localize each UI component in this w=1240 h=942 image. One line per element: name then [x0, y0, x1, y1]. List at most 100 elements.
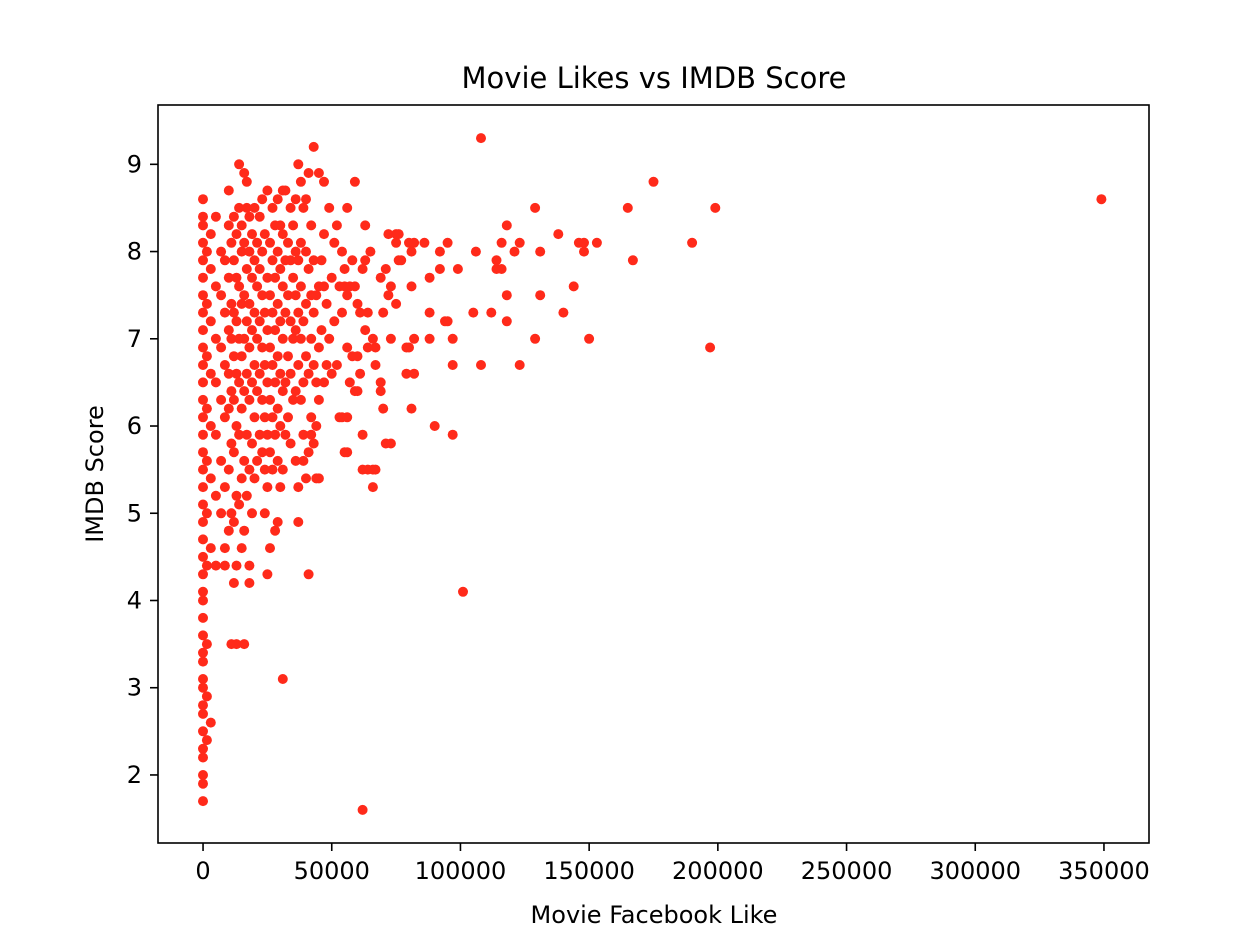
data-point: [198, 290, 208, 301]
data-point: [254, 368, 265, 379]
data-point: [247, 272, 257, 283]
data-point: [259, 307, 270, 318]
data-point: [270, 429, 281, 440]
data-point: [223, 368, 234, 379]
data-point: [259, 464, 270, 475]
x-tick-label: 250000: [801, 857, 893, 885]
data-point: [223, 220, 234, 231]
data-point: [447, 333, 458, 344]
data-point: [254, 264, 265, 274]
data-point: [247, 508, 257, 519]
data-point: [236, 403, 247, 414]
data-point: [362, 307, 373, 318]
data-point: [231, 560, 242, 571]
data-point: [496, 264, 507, 274]
data-point: [249, 412, 260, 423]
data-point: [265, 394, 275, 405]
data-point: [270, 272, 281, 283]
data-point: [244, 464, 255, 475]
data-point: [198, 586, 208, 597]
data-point: [434, 246, 445, 257]
data-point: [303, 569, 314, 580]
data-point: [267, 202, 278, 213]
data-point: [404, 342, 414, 353]
data-point: [223, 325, 234, 336]
data-point: [295, 394, 306, 405]
data-point: [501, 290, 512, 301]
data-point: [319, 377, 329, 388]
data-point: [244, 342, 255, 353]
data-point: [530, 333, 541, 344]
data-point: [360, 255, 371, 266]
data-point: [257, 342, 268, 353]
data-point: [236, 220, 247, 231]
data-point: [288, 272, 299, 283]
data-point: [228, 307, 239, 318]
data-point: [342, 412, 353, 423]
data-point: [295, 333, 306, 344]
data-point: [293, 482, 304, 493]
data-point: [236, 351, 247, 362]
data-point: [275, 482, 286, 493]
data-point: [298, 455, 309, 466]
data-point: [267, 360, 278, 370]
data-point: [311, 290, 322, 301]
data-point: [226, 386, 237, 397]
data-point: [277, 281, 288, 292]
data-point: [442, 316, 453, 327]
data-point: [347, 255, 358, 266]
y-tick-label: 3: [127, 674, 142, 702]
data-point: [201, 403, 212, 414]
data-point: [705, 342, 716, 353]
data-point: [342, 202, 353, 213]
data-point: [198, 743, 208, 754]
data-point: [198, 482, 208, 493]
data-point: [236, 543, 247, 554]
data-point: [568, 281, 579, 292]
data-point: [288, 220, 299, 231]
data-point: [265, 237, 275, 248]
data-point: [385, 281, 396, 292]
data-point: [198, 630, 208, 641]
data-point: [223, 272, 234, 283]
y-axis-ticks: 2 3 4 5 6 7 8 9: [127, 150, 158, 789]
data-point: [228, 517, 239, 527]
data-point: [239, 290, 250, 301]
data-point: [270, 325, 281, 336]
data-point: [226, 508, 237, 519]
data-point: [308, 255, 319, 266]
data-point: [259, 508, 270, 519]
data-point: [259, 360, 270, 370]
data-point: [357, 264, 368, 274]
data-point: [226, 438, 237, 449]
data-point: [252, 237, 263, 248]
data-point: [319, 229, 329, 240]
data-point: [198, 307, 208, 318]
plot-area-frame: [157, 104, 1150, 844]
data-point: [329, 237, 340, 248]
data-point: [308, 360, 319, 370]
data-point: [290, 246, 301, 257]
data-point: [216, 394, 227, 405]
data-point: [262, 569, 273, 580]
data-point: [228, 351, 239, 362]
data-point: [198, 551, 208, 562]
data-point: [252, 455, 263, 466]
data-point: [447, 429, 458, 440]
data-point: [277, 333, 288, 344]
data-point: [239, 639, 250, 650]
x-tick-label: 350000: [1058, 857, 1150, 885]
data-point: [198, 211, 208, 222]
y-tick-label: 9: [127, 150, 142, 178]
data-point: [249, 307, 260, 318]
y-tick-label: 8: [127, 238, 142, 266]
data-point: [231, 229, 242, 240]
data-point: [622, 202, 633, 213]
data-point: [210, 333, 221, 344]
data-point: [247, 229, 257, 240]
data-point: [198, 464, 208, 475]
data-point: [267, 255, 278, 266]
x-tick-label: 100000: [415, 857, 507, 885]
data-point: [313, 168, 324, 178]
